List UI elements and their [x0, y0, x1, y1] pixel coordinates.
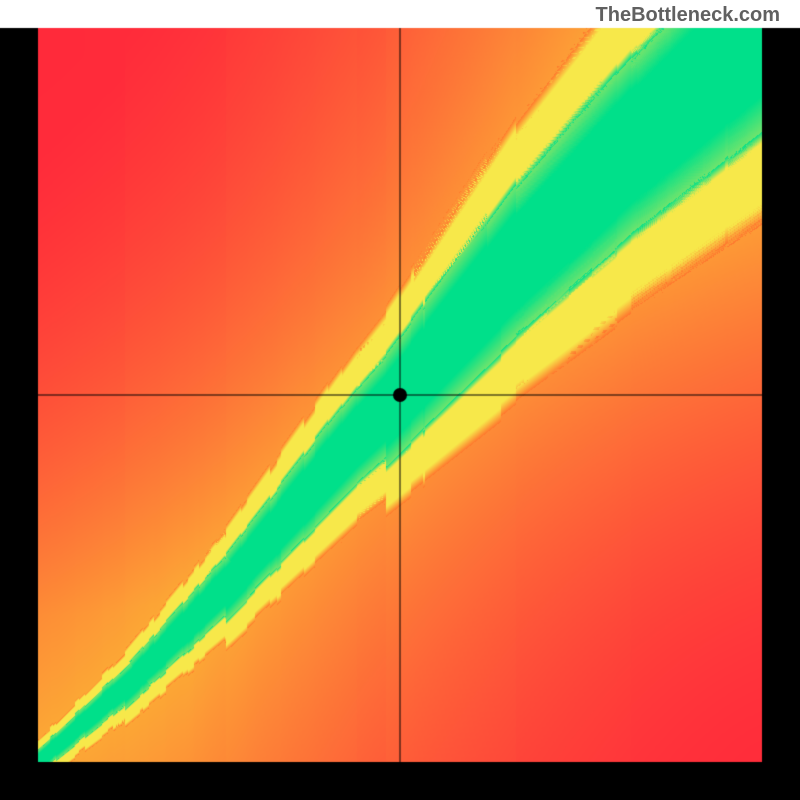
chart-container: TheBottleneck.com — [0, 0, 800, 800]
heatmap-canvas — [0, 0, 800, 800]
watermark-text: TheBottleneck.com — [596, 4, 780, 27]
